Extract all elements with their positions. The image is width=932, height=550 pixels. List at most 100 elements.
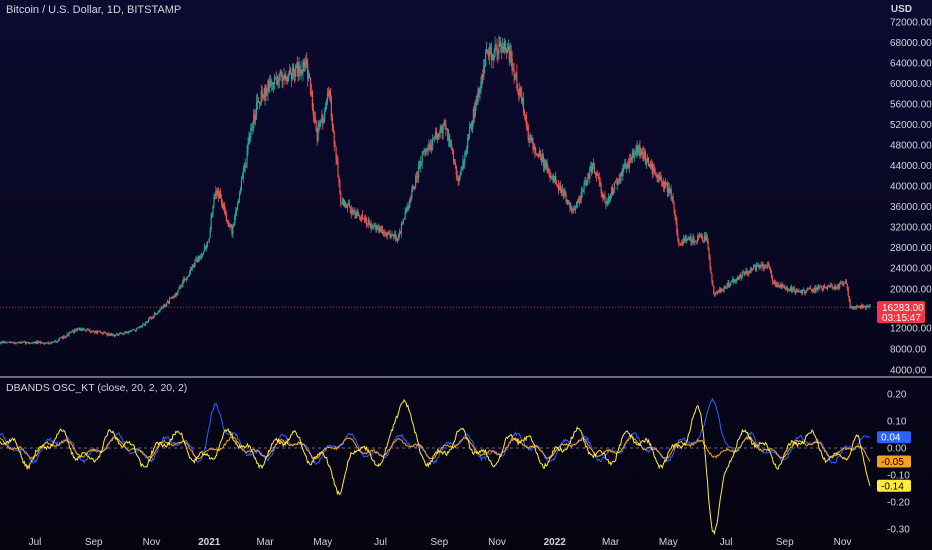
candle: [42, 342, 44, 344]
candle: [200, 253, 202, 260]
candle: [545, 160, 547, 171]
candle: [11, 341, 13, 344]
candle: [761, 262, 763, 267]
candle: [95, 330, 98, 335]
candle: [368, 217, 370, 226]
candles[interactable]: [0, 35, 871, 345]
candle: [482, 69, 484, 85]
candle: [868, 304, 870, 309]
candle: [586, 179, 588, 186]
candle: [405, 207, 407, 214]
candle: [79, 327, 82, 331]
candle: [91, 329, 93, 334]
candle: [817, 284, 819, 293]
price-axis[interactable]: 72000.00 68000.00 64000.00 60000.00 56000.00…: [890, 18, 932, 377]
candle: [593, 162, 596, 174]
candle: [503, 42, 505, 54]
candle: [172, 296, 174, 299]
candle: [458, 175, 460, 186]
candle: [182, 279, 184, 288]
candle: [818, 284, 820, 289]
candle: [57, 340, 59, 344]
candle: [361, 209, 364, 221]
candle: [177, 290, 179, 296]
candle: [610, 193, 612, 202]
candle: [815, 285, 817, 294]
candle: [684, 234, 686, 243]
candle: [637, 145, 639, 156]
candle: [784, 284, 786, 290]
candle: [326, 87, 329, 105]
price-tick-label: 32000.00: [890, 223, 932, 234]
candle: [556, 183, 559, 188]
candle: [104, 331, 106, 334]
candle: [481, 73, 483, 89]
candle: [644, 148, 646, 161]
candle: [416, 171, 419, 183]
candle: [198, 255, 200, 263]
candle: [463, 159, 465, 169]
candle: [489, 43, 491, 55]
candle: [376, 224, 378, 233]
candle: [689, 233, 691, 242]
candle: [750, 266, 752, 274]
candle: [535, 147, 537, 156]
candle: [730, 281, 732, 286]
candle: [250, 123, 252, 142]
candle: [470, 120, 473, 132]
candle: [690, 235, 692, 246]
candle: [592, 162, 594, 174]
candle: [259, 102, 261, 107]
candle: [434, 127, 437, 140]
candle: [0, 341, 2, 345]
candle: [774, 279, 776, 287]
candle: [68, 331, 70, 337]
candle: [719, 287, 722, 294]
candle: [816, 287, 818, 291]
candle: [24, 341, 27, 345]
candle: [438, 131, 440, 140]
candle: [4, 340, 6, 344]
candle: [532, 137, 534, 155]
candle: [833, 285, 835, 291]
candle: [681, 240, 683, 246]
candle: [426, 147, 428, 152]
candle: [73, 329, 75, 334]
candle: [343, 199, 346, 208]
time-tick-label: Nov: [834, 537, 852, 548]
candle: [712, 280, 714, 287]
candle: [266, 87, 268, 97]
candle: [706, 234, 708, 244]
candle: [390, 234, 392, 240]
candle: [280, 69, 282, 77]
candle: [752, 264, 755, 270]
candle: [420, 161, 422, 167]
candle: [257, 97, 260, 103]
oscillator-series[interactable]: [0, 397, 871, 536]
candle: [632, 148, 634, 159]
candle: [114, 334, 117, 337]
candle: [308, 69, 310, 82]
candle: [345, 203, 348, 209]
candle: [389, 229, 391, 240]
candle: [713, 285, 715, 295]
oscillator-axis[interactable]: 0.20 0.10 0.00 -0.10 -0.20 -0.30 0.04 -0.05 -0.1…: [877, 390, 911, 536]
candle: [653, 163, 655, 174]
candle: [670, 184, 672, 201]
candle: [731, 279, 733, 283]
candle: [267, 79, 269, 102]
candle: [823, 283, 826, 289]
candle: [832, 286, 834, 289]
price-tick-label: 28000.00: [890, 243, 932, 254]
candle: [442, 123, 444, 140]
candle: [184, 278, 187, 281]
candle: [523, 109, 526, 120]
candle: [113, 333, 116, 338]
candle: [759, 264, 761, 269]
time-axis[interactable]: Jul Sep Nov 2021 Mar May Jul Sep Nov 2022 Mar May Ju…: [29, 537, 852, 548]
candle: [787, 288, 790, 292]
candle: [339, 178, 341, 195]
candle: [616, 177, 618, 191]
